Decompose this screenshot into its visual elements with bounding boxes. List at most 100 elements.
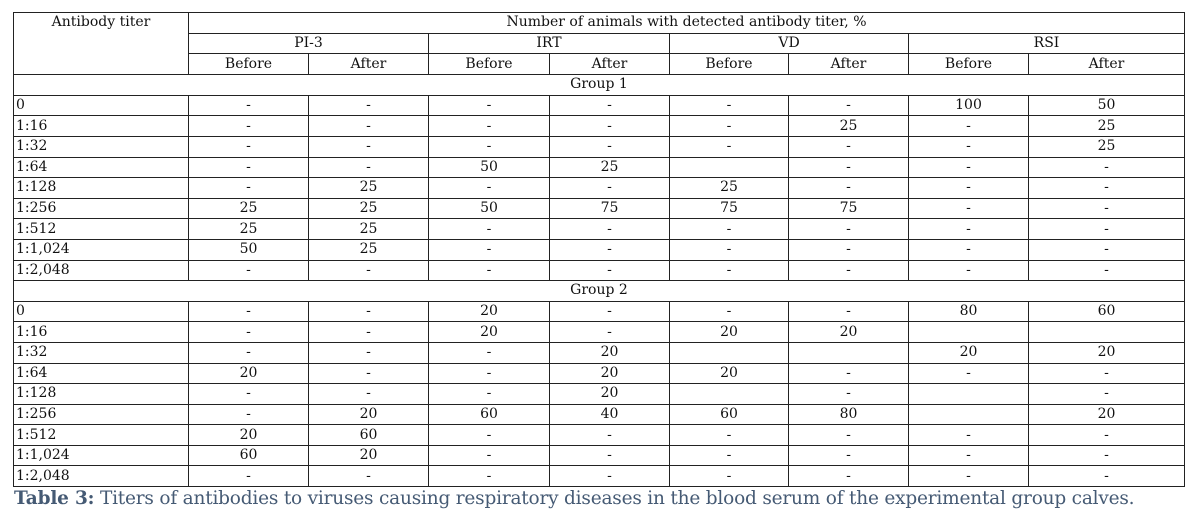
value-cell: - [788,362,909,385]
value-cell: - [308,156,429,179]
header-before: Before [669,53,789,76]
titer-cell: 1:2,048 [13,259,189,282]
value-cell: 20 [788,321,909,343]
table-row: 1:1,024 60 20- - - - - - [13,444,1185,467]
value-cell: - [1028,383,1185,405]
value-cell: - [549,300,670,323]
value-cell: - [908,424,1029,446]
header-virus-vd: VD [669,32,909,55]
value-cell: - [788,218,909,240]
value-cell: - [308,259,429,282]
value-cell: 25 [308,177,429,199]
value-cell: - [549,444,670,467]
value-cell: 80 [788,403,909,426]
table-row: 1:2,048- - - - - - - - [13,259,1185,282]
value-cell: - [669,424,789,446]
value-cell: 50 [428,197,550,220]
value-cell: - [908,238,1029,261]
value-cell: - [788,94,909,117]
value-cell: - [1028,259,1185,282]
value-cell: - [669,300,789,323]
value-cell [669,156,789,179]
value-cell: - [308,341,429,364]
value-cell: - [1028,465,1185,488]
titer-cell: 1:64 [13,156,189,179]
value-cell: - [188,259,309,282]
value-cell: 20 [908,341,1029,364]
header-antibody-titer: Antibody titer [13,11,189,76]
value-cell: - [188,383,309,405]
table-row: 1:512 25 25- - - - - - [13,218,1185,240]
value-cell: - [908,177,1029,199]
table-row: 1:128-25- -25- - - [13,177,1185,199]
value-cell: - [788,300,909,323]
value-cell: - [428,238,550,261]
value-cell: - [549,424,670,446]
value-cell: - [788,424,909,446]
value-cell: 20 [549,362,670,385]
titer-cell: 1:32 [13,341,189,364]
value-cell: - [908,156,1029,179]
value-cell: - [549,321,670,343]
titer-cell: 1:16 [13,321,189,343]
value-cell: - [428,341,550,364]
value-cell: - [908,259,1029,282]
value-cell: 20 [188,362,309,385]
table-row: 1:128- - -20- - [13,383,1185,405]
value-cell: - [308,383,429,405]
table-row: 0- -20- - -80 60 [13,300,1185,323]
value-cell: - [188,135,309,158]
group-row: Group 1 [13,74,1185,96]
value-cell: - [1028,362,1185,385]
value-cell: - [908,218,1029,240]
value-cell: - [428,362,550,385]
value-cell: - [788,177,909,199]
value-cell: - [549,177,670,199]
table-row: 1:32- - - - - - -25 [13,135,1185,158]
value-cell: - [908,362,1029,385]
value-cell: - [428,135,550,158]
value-cell: 20 [1028,403,1185,426]
value-cell: 20 [1028,341,1185,364]
value-cell: 60 [428,403,550,426]
value-cell: 25 [188,197,309,220]
value-cell: 100 [908,94,1029,117]
value-cell: - [428,424,550,446]
value-cell: - [428,383,550,405]
value-cell: - [188,115,309,137]
value-cell: - [549,115,670,137]
header-virus-pi3: PI-3 [188,32,429,55]
value-cell: - [188,321,309,343]
value-cell: - [788,383,909,405]
value-cell [788,341,909,364]
table-row: 1:32- - -20 20 20 [13,341,1185,364]
header-virus-irt: IRT [428,32,670,55]
value-cell: - [788,238,909,261]
titer-cell: 1:1,024 [13,444,189,467]
value-cell: - [1028,177,1185,199]
value-cell: 20 [308,444,429,467]
value-cell: 60 [1028,300,1185,323]
value-cell: 25 [549,156,670,179]
table-row: 1:64- -50 25- - - [13,156,1185,179]
titer-cell: 1:64 [13,362,189,385]
value-cell: - [308,94,429,117]
caption-text: Titers of antibodies to viruses causing … [94,488,1135,509]
value-cell: - [188,403,309,426]
value-cell: - [1028,218,1185,240]
value-cell: - [549,465,670,488]
value-cell: - [428,218,550,240]
table-row: 1:512 20 60- - - - - - [13,424,1185,446]
value-cell: 20 [428,321,550,343]
value-cell: - [788,135,909,158]
value-cell: 80 [908,300,1029,323]
titer-cell: 1:32 [13,135,189,158]
titer-cell: 1:512 [13,424,189,446]
titer-cell: 0 [13,94,189,117]
value-cell: - [188,177,309,199]
value-cell: - [188,300,309,323]
value-cell: - [549,94,670,117]
value-cell: - [1028,156,1185,179]
value-cell: 50 [1028,94,1185,117]
value-cell [908,403,1029,426]
